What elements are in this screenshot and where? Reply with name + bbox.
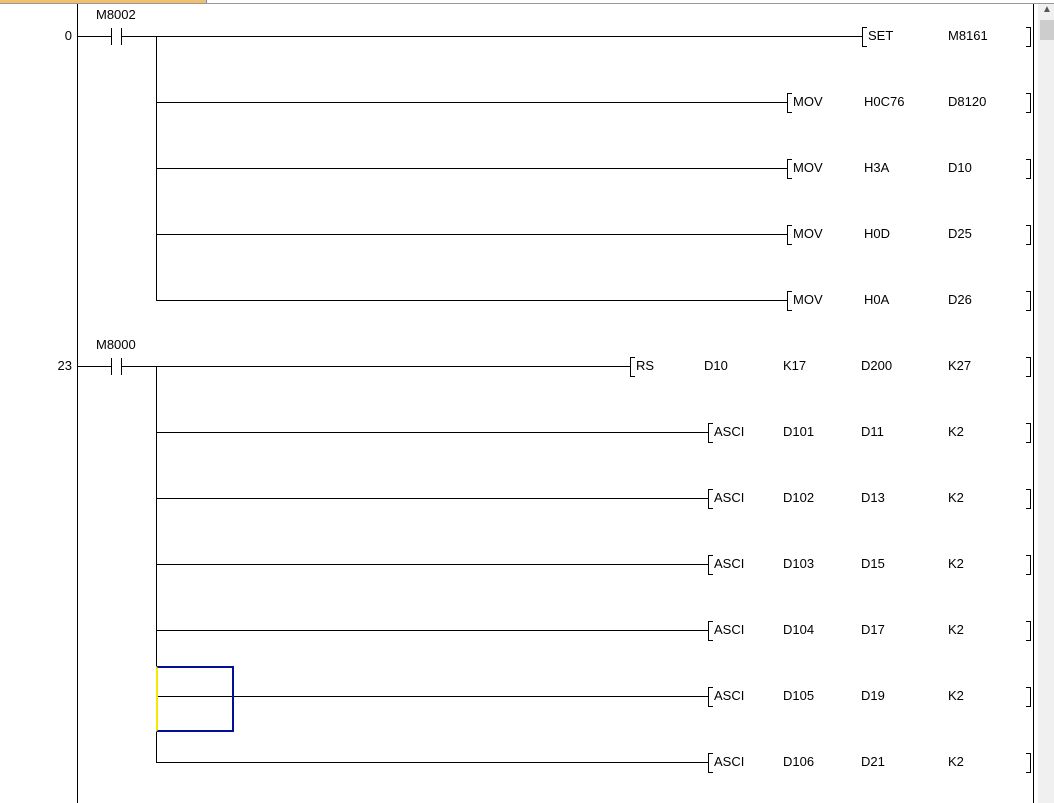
wire: [156, 102, 787, 103]
operand[interactable]: D10: [948, 160, 972, 175]
operand[interactable]: D17: [861, 622, 885, 637]
instruction-bracket-open: [787, 159, 792, 179]
operand[interactable]: M8161: [948, 28, 988, 43]
contact-left-bar[interactable]: [111, 28, 112, 45]
operand[interactable]: K2: [948, 490, 964, 505]
contact-label: M8002: [96, 7, 136, 22]
operand[interactable]: D104: [783, 622, 815, 637]
operand[interactable]: K2: [948, 754, 964, 769]
operand[interactable]: D10: [704, 358, 728, 373]
contact-label: M8000: [96, 337, 136, 352]
operand[interactable]: H0A: [864, 292, 890, 307]
wire: [78, 36, 111, 37]
operand[interactable]: D13: [861, 490, 885, 505]
instruction-bracket-open: [708, 423, 713, 443]
instruction-bracket-open: [708, 555, 713, 575]
instruction-bracket-open: [862, 27, 867, 47]
step-number: 23: [57, 358, 72, 373]
wire: [156, 300, 787, 301]
instruction-name[interactable]: SET: [868, 28, 894, 43]
instruction-name[interactable]: MOV: [793, 292, 823, 307]
instruction-name[interactable]: MOV: [793, 160, 823, 175]
wire: [156, 168, 787, 169]
instruction-name[interactable]: ASCI: [714, 688, 745, 703]
instruction-bracket-open: [787, 291, 792, 311]
wire: [122, 366, 630, 367]
wire: [156, 762, 708, 763]
operand[interactable]: D21: [861, 754, 885, 769]
operand[interactable]: K2: [948, 688, 964, 703]
instruction-name[interactable]: ASCI: [714, 754, 745, 769]
contact-right-bar[interactable]: [121, 28, 122, 45]
operand[interactable]: D11: [861, 424, 884, 439]
operand[interactable]: D105: [783, 688, 815, 703]
active-tab-edge: [206, 0, 1054, 3]
instruction-bracket-close: [1026, 423, 1031, 443]
instruction-bracket-close: [1026, 555, 1031, 575]
instruction-name[interactable]: ASCI: [714, 424, 745, 439]
instruction-bracket-close: [1026, 291, 1031, 311]
operand[interactable]: D106: [783, 754, 815, 769]
operand[interactable]: H0C76: [864, 94, 905, 109]
instruction-name[interactable]: ASCI: [714, 622, 745, 637]
contact-left-bar[interactable]: [111, 358, 112, 375]
operand[interactable]: K17: [783, 358, 807, 373]
operand[interactable]: K2: [948, 556, 964, 571]
wire: [156, 630, 708, 631]
operand[interactable]: D25: [948, 226, 972, 241]
right-power-rail: [1033, 4, 1034, 803]
operand[interactable]: D101: [783, 424, 815, 439]
instruction-name[interactable]: RS: [636, 358, 655, 373]
instruction-name[interactable]: MOV: [793, 226, 823, 241]
left-power-rail: [77, 4, 78, 803]
instruction-bracket-close: [1026, 27, 1031, 47]
scrollbar-thumb[interactable]: [1040, 20, 1054, 40]
vertical-scrollbar[interactable]: [1038, 4, 1054, 803]
instruction-bracket-close: [1026, 621, 1031, 641]
wire: [122, 36, 862, 37]
operand[interactable]: H0D: [864, 226, 891, 241]
wire: [156, 234, 787, 235]
operand[interactable]: D8120: [948, 94, 987, 109]
instruction-bracket-close: [1026, 687, 1031, 707]
instruction-bracket-close: [1026, 225, 1031, 245]
instruction-bracket-open: [630, 357, 635, 377]
instruction-bracket-open: [708, 621, 713, 641]
wire: [156, 498, 708, 499]
step-number: 0: [64, 28, 72, 43]
cursor-selection[interactable]: [156, 666, 234, 732]
instruction-bracket-close: [1026, 159, 1031, 179]
operand[interactable]: D26: [948, 292, 972, 307]
instruction-name[interactable]: ASCI: [714, 556, 745, 571]
operand[interactable]: H3A: [864, 160, 890, 175]
wire: [156, 432, 708, 433]
operand[interactable]: D15: [861, 556, 885, 571]
instruction-bracket-close: [1026, 489, 1031, 509]
instruction-bracket-open: [787, 225, 792, 245]
operand[interactable]: D19: [861, 688, 885, 703]
operand[interactable]: D200: [861, 358, 893, 373]
wire: [156, 696, 708, 697]
instruction-bracket-open: [787, 93, 792, 113]
wire: [156, 564, 708, 565]
instruction-bracket-open: [708, 687, 713, 707]
instruction-bracket-open: [708, 753, 713, 773]
scroll-up-arrow-icon[interactable]: ▲: [1042, 4, 1052, 15]
instruction-bracket-close: [1026, 357, 1031, 377]
operand[interactable]: K2: [948, 622, 964, 637]
contact-right-bar[interactable]: [121, 358, 122, 375]
instruction-bracket-close: [1026, 93, 1031, 113]
operand[interactable]: K2: [948, 424, 964, 439]
instruction-name[interactable]: ASCI: [714, 490, 745, 505]
instruction-bracket-open: [708, 489, 713, 509]
operand[interactable]: D102: [783, 490, 815, 505]
wire: [78, 366, 111, 367]
operand[interactable]: D103: [783, 556, 815, 571]
operand[interactable]: K27: [948, 358, 972, 373]
instruction-name[interactable]: MOV: [793, 94, 823, 109]
instruction-bracket-close: [1026, 753, 1031, 773]
